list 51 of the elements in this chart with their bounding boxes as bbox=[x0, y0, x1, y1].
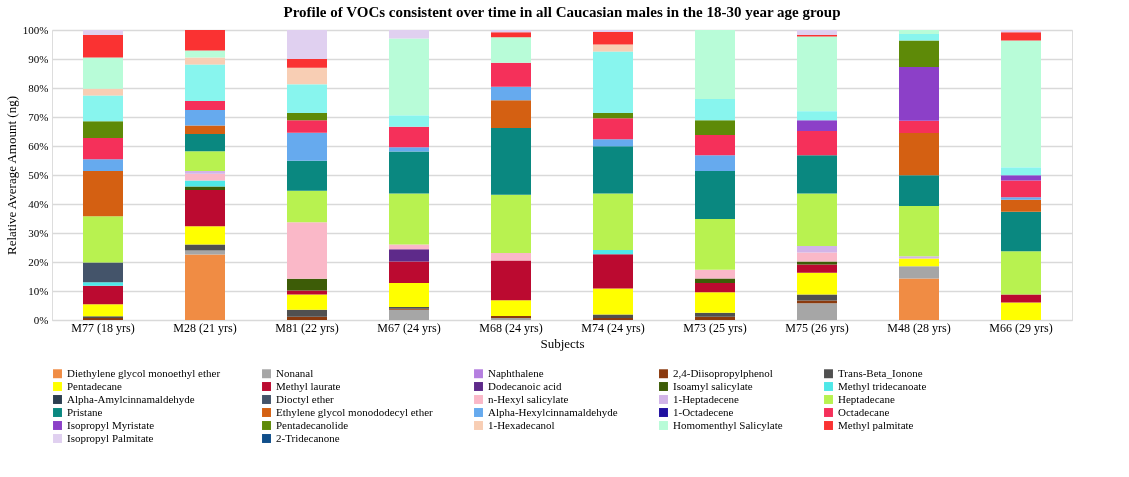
x-tick-label: M75 (26 yrs) bbox=[785, 320, 849, 335]
legend-label: 1-Octadecene bbox=[673, 405, 734, 418]
x-tick-label: M66 (29 yrs) bbox=[989, 320, 1053, 335]
y-tick-label: 100% bbox=[22, 23, 49, 36]
legend-label: Nonanal bbox=[276, 366, 314, 379]
x-tick-label: M77 (18 yrs) bbox=[71, 320, 135, 335]
x-tick-label: M28 (21 yrs) bbox=[173, 320, 237, 335]
legend-label: 2-Tridecanone bbox=[276, 431, 340, 444]
y-tick-label: 40% bbox=[28, 197, 49, 210]
y-tick-label: 70% bbox=[28, 110, 49, 123]
x-tick-label: M74 (24 yrs) bbox=[581, 320, 645, 335]
x-tick-label: M48 (28 yrs) bbox=[887, 320, 951, 335]
x-tick-label: M81 (22 yrs) bbox=[275, 320, 339, 335]
legend-label: Methyl laurate bbox=[276, 379, 341, 392]
y-tick-label: 60% bbox=[28, 139, 49, 152]
legend-label: 1-Heptadecene bbox=[673, 392, 740, 405]
legend-label: Methyl tridecanoate bbox=[838, 379, 927, 392]
legend-label: Naphthalene bbox=[488, 366, 544, 379]
legend-label: 2,4-Diisopropylphenol bbox=[673, 366, 773, 379]
x-tick-label: M68 (24 yrs) bbox=[479, 320, 543, 335]
y-tick-label: 50% bbox=[28, 168, 49, 181]
y-tick-label: 0% bbox=[33, 313, 49, 326]
x-axis-title: Subjects bbox=[540, 335, 585, 351]
chart-title: Profile of VOCs consistent over time in all Caucasian males in the 18-30 year age group bbox=[283, 4, 841, 20]
y-axis-title: Relative Average Amount (ng) bbox=[3, 96, 19, 255]
y-tick-label: 80% bbox=[28, 81, 49, 94]
y-tick-label: 10% bbox=[28, 284, 49, 297]
legend-label: Diethylene glycol monoethyl ether bbox=[67, 366, 221, 379]
legend-label: Isoamyl salicylate bbox=[673, 379, 753, 392]
legend-label: Heptadecane bbox=[838, 392, 895, 405]
legend-label: Dodecanoic acid bbox=[488, 379, 563, 392]
x-tick-label: M73 (25 yrs) bbox=[683, 320, 747, 335]
legend-label: Isopropyl Palmitate bbox=[67, 431, 154, 444]
legend-label: Octadecane bbox=[838, 405, 890, 418]
legend-label: Methyl palmitate bbox=[838, 418, 914, 431]
x-tick-label: M67 (24 yrs) bbox=[377, 320, 441, 335]
legend-label: Isopropyl Myristate bbox=[67, 418, 155, 431]
y-tick-label: 30% bbox=[28, 226, 49, 239]
y-tick-label: 20% bbox=[28, 255, 49, 268]
legend-label: Dioctyl ether bbox=[276, 392, 335, 405]
legend-label: Pentadecane bbox=[67, 379, 123, 392]
legend-label: Pentadecanolide bbox=[276, 418, 349, 431]
legend-label: Pristane bbox=[67, 405, 103, 418]
legend-label: Homomenthyl Salicylate bbox=[673, 418, 783, 431]
y-tick-label: 90% bbox=[28, 52, 49, 65]
legend-label: 1-Hexadecanol bbox=[488, 418, 555, 431]
legend-label: Trans-Beta_Ionone bbox=[838, 366, 923, 379]
legend-label: Alpha-Amylcinnamaldehyde bbox=[67, 392, 195, 405]
legend-label: Ethylene glycol monododecyl ether bbox=[276, 405, 434, 418]
legend-label: n-Hexyl salicylate bbox=[488, 392, 569, 405]
legend-label: Alpha-Hexylcinnamaldehyde bbox=[488, 405, 618, 418]
